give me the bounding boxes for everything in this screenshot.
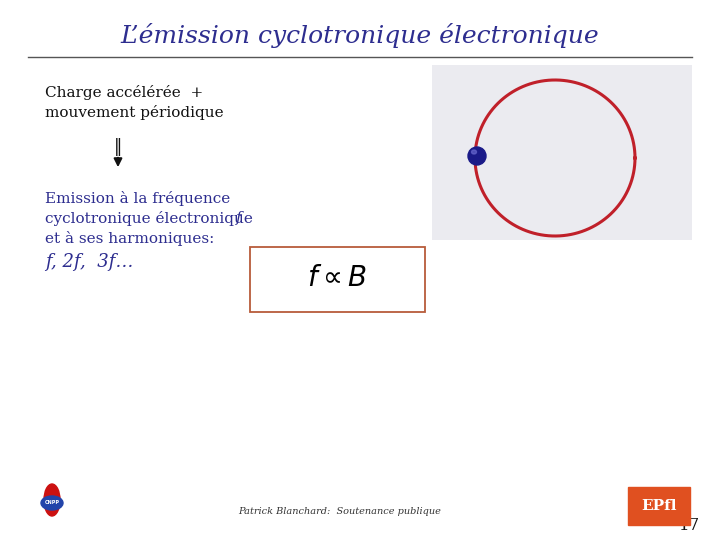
Ellipse shape xyxy=(468,147,486,165)
Bar xyxy=(432,65,692,240)
Text: mouvement périodique: mouvement périodique xyxy=(45,105,224,119)
Text: et à ses harmoniques:: et à ses harmoniques: xyxy=(45,231,215,246)
Bar xyxy=(250,247,425,312)
Text: $f \propto B$: $f \propto B$ xyxy=(307,266,367,293)
Text: CNPP: CNPP xyxy=(45,501,60,505)
Text: f: f xyxy=(236,211,242,225)
Text: 17: 17 xyxy=(679,517,700,535)
Text: f, 2f,  3f…: f, 2f, 3f… xyxy=(45,253,133,271)
Ellipse shape xyxy=(472,150,477,154)
Text: EPfl: EPfl xyxy=(642,499,677,513)
Bar xyxy=(628,487,690,525)
Text: Patrick Blanchard:  Soutenance publique: Patrick Blanchard: Soutenance publique xyxy=(238,508,441,516)
Text: Charge accélérée  +: Charge accélérée + xyxy=(45,84,203,99)
Text: ‖: ‖ xyxy=(114,138,122,156)
Ellipse shape xyxy=(41,496,63,510)
Text: L’émission cyclotronique électronique: L’émission cyclotronique électronique xyxy=(121,23,599,48)
Ellipse shape xyxy=(44,484,60,516)
Text: Emission à la fréquence: Emission à la fréquence xyxy=(45,191,230,206)
Text: cyclotronique électronique: cyclotronique électronique xyxy=(45,211,253,226)
